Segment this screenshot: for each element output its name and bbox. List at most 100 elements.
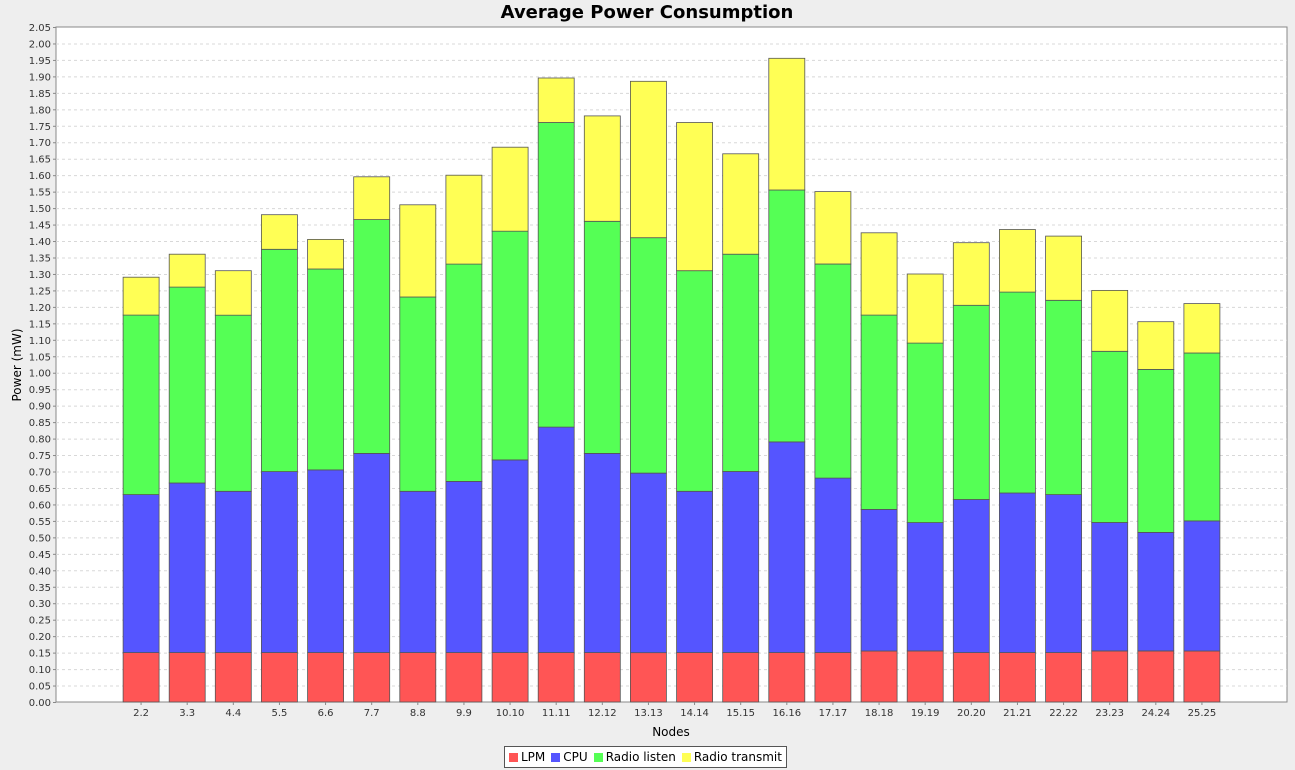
- y-tick-label: 0.70: [29, 468, 51, 479]
- y-axis-label: Power (mW): [10, 328, 24, 401]
- bar-segment-lpm: [583, 652, 621, 703]
- bar-segment-radio-listen: [399, 296, 437, 492]
- bar-segment-radio-listen: [860, 314, 898, 510]
- bar-segment-lpm: [122, 652, 160, 703]
- bar-segment-cpu: [1091, 522, 1129, 652]
- y-tick-label: 0.25: [29, 616, 51, 627]
- legend-label: Radio listen: [605, 750, 676, 764]
- bar-segment-radio-transmit: [814, 191, 852, 265]
- bar-segment-radio-transmit: [999, 229, 1036, 293]
- bar-segment-cpu: [999, 492, 1036, 653]
- bar-segment-cpu: [214, 490, 252, 653]
- bar-segment-radio-listen: [168, 286, 206, 484]
- legend-label: Radio transmit: [693, 750, 782, 764]
- bar-segment-radio-transmit: [630, 80, 667, 239]
- bar-segment-radio-transmit: [952, 242, 990, 306]
- y-tick-label: 0.50: [29, 533, 51, 544]
- y-tick-label: 1.90: [29, 72, 51, 83]
- y-tick-label: 0.85: [29, 418, 51, 429]
- bar-segment-lpm: [999, 652, 1036, 703]
- bar-segment-lpm: [537, 652, 575, 703]
- chart-title: Average Power Consumption: [501, 2, 794, 23]
- legend-item: Radio listen: [593, 750, 676, 764]
- bar-segment-radio-transmit: [168, 253, 206, 288]
- bar-segment-radio-listen: [768, 189, 806, 443]
- bar-segment-cpu: [491, 459, 529, 654]
- bar-segment-radio-listen: [676, 270, 713, 492]
- y-tick-label: 1.80: [29, 105, 51, 116]
- y-tick-label: 1.60: [29, 171, 51, 182]
- x-tick-label: 18.18: [865, 708, 894, 719]
- y-tick-label: 0.30: [29, 599, 51, 610]
- bar-segment-cpu: [722, 471, 760, 654]
- bar-segment-radio-transmit: [906, 273, 944, 344]
- y-tick-label: 1.65: [29, 155, 51, 166]
- bar-segment-cpu: [860, 508, 898, 652]
- bar-segment-lpm: [491, 652, 529, 703]
- bar-segment-cpu: [583, 452, 621, 653]
- x-tick-label: 19.19: [911, 708, 940, 719]
- y-tick-label: 0.75: [29, 451, 51, 462]
- bar-segment-lpm: [307, 652, 345, 703]
- bar-segment-lpm: [722, 652, 760, 703]
- x-tick-label: 16.16: [772, 708, 801, 719]
- x-tick-label: 14.14: [680, 708, 709, 719]
- bar-segment-lpm: [630, 652, 667, 703]
- x-tick-label: 4.4: [225, 708, 241, 719]
- bar-segment-lpm: [168, 652, 206, 703]
- bar-segment-cpu: [168, 482, 206, 654]
- x-tick-label: 8.8: [410, 708, 426, 719]
- x-tick-label: 25.25: [1188, 708, 1217, 719]
- y-tick-label: 1.40: [29, 237, 51, 248]
- bar-segment-cpu: [1045, 494, 1082, 654]
- x-tick-label: 9.9: [456, 708, 472, 719]
- x-tick-label: 12.12: [588, 708, 617, 719]
- y-tick-label: 0.35: [29, 583, 51, 594]
- bar-segment-radio-transmit: [768, 57, 806, 191]
- x-tick-label: 15.15: [726, 708, 755, 719]
- bar-segment-cpu: [399, 490, 437, 653]
- y-tick-label: 1.30: [29, 270, 51, 281]
- x-tick-label: 7.7: [364, 708, 380, 719]
- bar-segment-cpu: [353, 452, 391, 653]
- bar-segment-radio-listen: [906, 342, 944, 524]
- legend-swatch: [551, 752, 561, 762]
- legend-swatch: [681, 752, 691, 762]
- x-tick-label: 5.5: [271, 708, 287, 719]
- bar-segment-cpu: [537, 426, 575, 654]
- bar-segment-radio-transmit: [399, 204, 437, 298]
- y-tick-label: 0.05: [29, 682, 51, 693]
- bar-segment-radio-transmit: [122, 276, 160, 316]
- x-tick-label: 10.10: [496, 708, 525, 719]
- bar-segment-radio-transmit: [491, 146, 529, 232]
- bar-segment-radio-transmit: [353, 176, 391, 221]
- y-tick-label: 0.60: [29, 500, 51, 511]
- bar-segment-radio-listen: [1183, 352, 1221, 522]
- bar-segment-radio-transmit: [1045, 235, 1082, 301]
- x-tick-label: 11.11: [542, 708, 571, 719]
- bar-segment-lpm: [906, 650, 944, 703]
- bar-segment-radio-listen: [583, 220, 621, 454]
- bar-segment-radio-transmit: [1183, 303, 1221, 354]
- legend-swatch: [593, 752, 603, 762]
- bar-segment-cpu: [1183, 520, 1221, 652]
- x-tick-label: 23.23: [1095, 708, 1124, 719]
- y-tick-label: 1.75: [29, 122, 51, 133]
- bar-segment-radio-listen: [122, 314, 160, 496]
- y-tick-label: 1.95: [29, 56, 51, 67]
- y-tick-label: 0.80: [29, 435, 51, 446]
- y-tick-label: 1.00: [29, 369, 51, 380]
- bar-segment-radio-transmit: [722, 153, 760, 255]
- bar-segment-lpm: [768, 652, 806, 703]
- bar-segment-radio-listen: [537, 122, 575, 428]
- y-tick-label: 0.95: [29, 385, 51, 396]
- y-tick-label: 1.55: [29, 188, 51, 199]
- bar-segment-cpu: [260, 471, 298, 654]
- x-tick-label: 20.20: [957, 708, 986, 719]
- bar-segment-radio-listen: [722, 253, 760, 472]
- bar-segment-lpm: [445, 652, 483, 703]
- bar-segment-radio-transmit: [307, 238, 345, 270]
- bar-segment-cpu: [630, 472, 667, 654]
- bar-segment-radio-listen: [999, 291, 1036, 494]
